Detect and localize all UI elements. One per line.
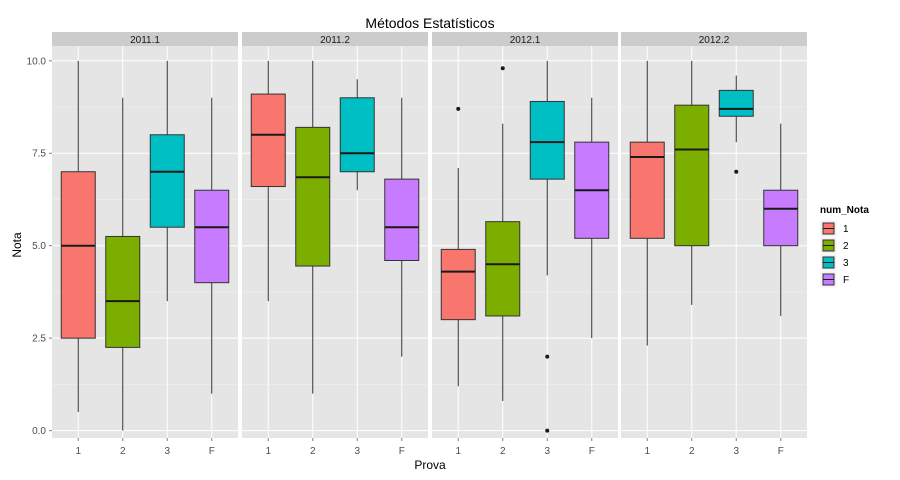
x-tick-label: 3 [164, 446, 170, 457]
x-tick-label: 3 [354, 446, 360, 457]
box-2012.2-F [763, 123, 799, 316]
outlier-point [500, 66, 505, 71]
box-2012.1-3 [529, 60, 565, 433]
box-2012.1-1 [440, 106, 476, 387]
legend-item-F: F [819, 270, 849, 289]
x-tick-label: F [589, 446, 595, 457]
facet-panel-2012.2: 2012.2 1 2 3 F [621, 32, 807, 457]
box-iqr [629, 141, 665, 239]
outlier-point [456, 106, 461, 111]
box-2011.1-F [194, 97, 230, 394]
box-2011.2-2 [295, 60, 331, 394]
facet-panels: 2011.1 1 2 3 F 2011.2 1 2 3 F 2012.1 1 2 3 F 2012.2 1 2 3 F [52, 32, 807, 457]
x-tick-label: 2 [310, 446, 316, 457]
y-tick-label: 2.5 [32, 334, 46, 345]
legend-label: 3 [843, 258, 849, 269]
box-iqr [384, 178, 420, 261]
box-iqr [295, 126, 331, 267]
facet-strip-label: 2011.1 [130, 35, 160, 46]
box-iqr [250, 93, 286, 188]
x-tick-label: F [209, 446, 215, 457]
x-tick-label: 1 [455, 446, 461, 457]
x-tick-label: 1 [75, 446, 81, 457]
box-iqr [529, 100, 565, 180]
box-2012.1-2 [485, 66, 521, 402]
box-2011.2-3 [339, 79, 375, 191]
y-tick-label: 7.5 [32, 149, 46, 160]
y-tick-label: 0.0 [32, 426, 46, 437]
chart-title: Métodos Estatísticos [365, 15, 494, 31]
legend-item-2: 2 [819, 236, 849, 255]
box-2011.2-1 [250, 60, 286, 302]
box-iqr [149, 134, 185, 228]
facet-panel-2011.1: 2011.1 1 2 3 F [52, 32, 238, 457]
box-2012.2-1 [629, 60, 665, 346]
legend-title: num_Nota [820, 205, 869, 216]
facet-strip [621, 32, 807, 46]
y-tick-label: 10.0 [27, 56, 47, 67]
legend-item-1: 1 [819, 219, 849, 238]
legend-label: 2 [843, 241, 849, 252]
x-tick-label: F [399, 446, 405, 457]
box-iqr [440, 248, 476, 321]
legend: num_Nota 1 2 3 F [819, 205, 869, 289]
outlier-point [545, 428, 550, 433]
panel-background [432, 46, 618, 438]
box-2011.1-1 [60, 60, 96, 413]
box-2012.2-3 [718, 75, 754, 174]
box-iqr [718, 89, 754, 117]
x-tick-label: 1 [644, 446, 650, 457]
x-tick-label: 2 [500, 446, 506, 457]
x-tick-label: 2 [120, 446, 126, 457]
box-iqr [485, 221, 521, 317]
legend-label: F [843, 275, 849, 286]
box-2012.2-2 [674, 60, 710, 305]
x-tick-label: F [778, 446, 784, 457]
box-iqr [339, 97, 375, 173]
facet-strip [432, 32, 618, 46]
outlier-point [734, 169, 739, 174]
legend-items: 1 2 3 F [819, 219, 849, 289]
box-2012.1-F [574, 97, 610, 339]
box-2011.1-3 [149, 60, 185, 302]
box-2011.1-2 [105, 97, 141, 431]
x-axis-title: Prova [414, 458, 446, 472]
legend-label: 1 [843, 224, 849, 235]
x-tick-label: 2 [689, 446, 695, 457]
facet-strip [242, 32, 428, 46]
y-axis-title: Nota [10, 232, 24, 258]
facet-strip-label: 2011.2 [320, 35, 350, 46]
facet-panel-2011.2: 2011.2 1 2 3 F [242, 32, 428, 457]
legend-item-3: 3 [819, 253, 849, 272]
outlier-point [545, 354, 550, 359]
facet-strip-label: 2012.2 [699, 35, 730, 46]
facet-strip [52, 32, 238, 46]
box-iqr [60, 171, 96, 339]
x-tick-label: 3 [733, 446, 739, 457]
box-2011.2-F [384, 97, 420, 357]
x-tick-label: 1 [265, 446, 271, 457]
facet-panel-2012.1: 2012.1 1 2 3 F [432, 32, 618, 457]
y-axis: 0.0 2.5 5.0 7.5 10.0 [27, 56, 52, 437]
facet-strip-label: 2012.1 [510, 35, 541, 46]
x-tick-label: 3 [544, 446, 550, 457]
box-iqr [763, 189, 799, 247]
y-tick-label: 5.0 [32, 241, 46, 252]
box-iqr [194, 189, 230, 284]
box-iqr [674, 104, 710, 247]
box-iqr [105, 235, 141, 348]
